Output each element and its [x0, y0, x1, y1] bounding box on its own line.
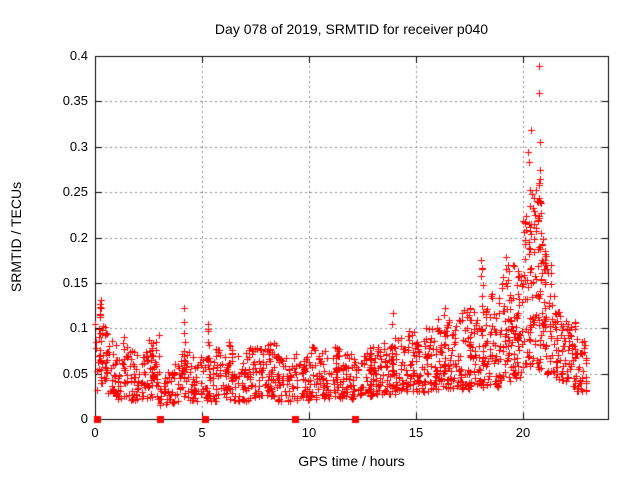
- chart-title: Day 078 of 2019, SRMTID for receiver p04…: [214, 21, 489, 37]
- y-tick-label: 0.05: [62, 366, 88, 381]
- y-tick-label: 0.4: [69, 48, 88, 63]
- y-tick-label: 0.3: [69, 139, 88, 154]
- x-tick-label: 10: [301, 425, 317, 440]
- x-tick-label: 15: [408, 425, 424, 440]
- x-axis-label: GPS time / hours: [298, 453, 405, 469]
- y-tick-label: 0.15: [62, 275, 88, 290]
- x-tick-label: 20: [515, 425, 531, 440]
- y-tick-label: 0.35: [62, 93, 88, 108]
- x-tick-label: 0: [91, 425, 99, 440]
- y-tick-label: 0.1: [69, 320, 88, 335]
- y-tick-label: 0.2: [69, 230, 88, 245]
- y-tick-label: 0.25: [62, 184, 88, 199]
- x-tick-label: 5: [198, 425, 206, 440]
- y-tick-label: 0: [80, 411, 88, 426]
